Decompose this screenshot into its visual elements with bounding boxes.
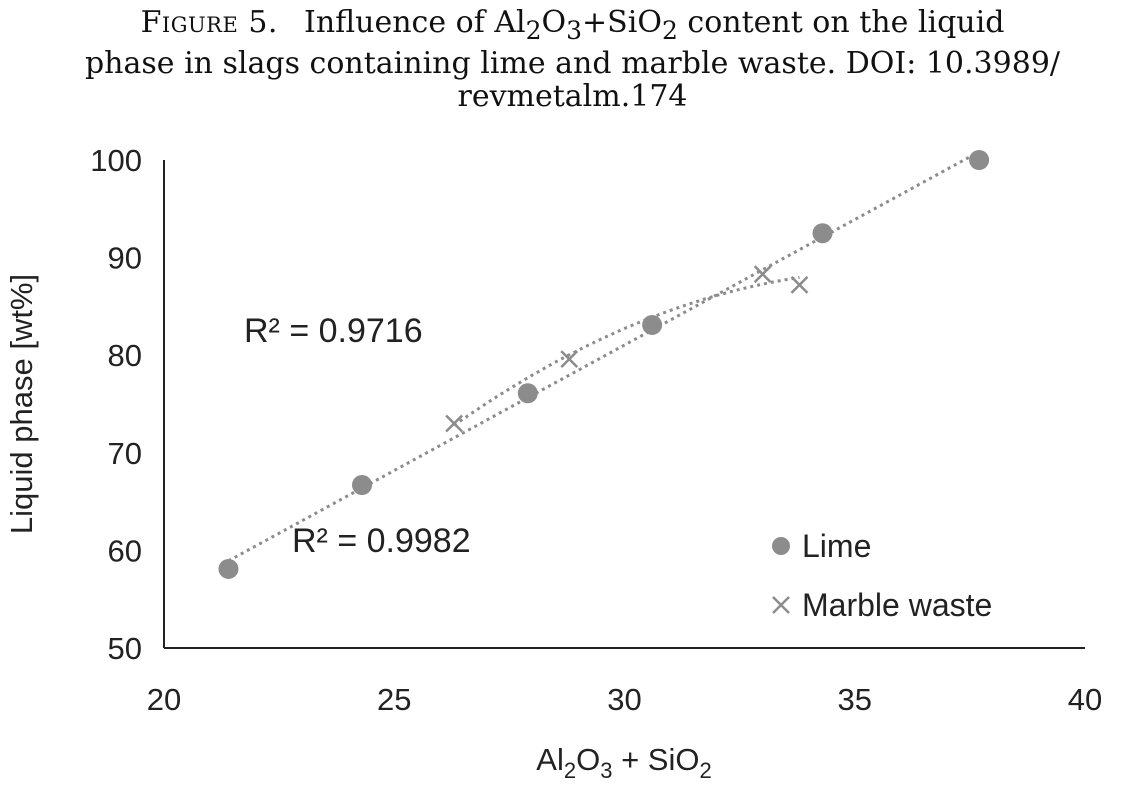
- x-tick-labels: 20 25 30 35 40: [147, 682, 1102, 717]
- marble-waste-point: [445, 414, 463, 433]
- y-axis-label: Liquid phase [wt%]: [4, 274, 39, 534]
- caption-line-2: phase in slags containing lime and marbl…: [84, 46, 1061, 81]
- legend-lime-label: Lime: [802, 528, 871, 564]
- figure-label: Figure 5.: [140, 5, 278, 40]
- x-tick-label: 25: [377, 682, 411, 717]
- figure-caption: Figure 5. Influence of Al2O3+SiO2 content…: [0, 6, 1145, 113]
- y-tick-labels: 50 60 70 80 90 100: [90, 143, 142, 666]
- trendline-marble-waste: [453, 276, 800, 427]
- marble-waste-point: [790, 276, 809, 294]
- x-tick-label: 40: [1068, 682, 1102, 717]
- axes: [163, 160, 1085, 649]
- lime-point: [517, 383, 538, 404]
- lime-point: [969, 150, 990, 170]
- y-tick-label: 90: [108, 241, 142, 276]
- r2-label-lime: R² = 0.9982: [292, 522, 471, 560]
- caption-text-pre: Influence of: [303, 5, 485, 40]
- caption-oxide-formula: Al2O3+SiO2: [494, 5, 678, 45]
- y-tick-label: 80: [108, 338, 142, 373]
- x-tick-label: 35: [838, 682, 872, 717]
- y-tick-label: 50: [108, 631, 142, 666]
- legend: Lime Marble waste: [772, 528, 992, 623]
- lime-point: [642, 314, 663, 335]
- legend-lime-marker: [772, 537, 790, 555]
- x-tick-label: 20: [147, 682, 181, 717]
- caption-text-post: content on the liquid: [687, 5, 1005, 40]
- trendlines: [227, 150, 980, 563]
- y-tick-label: 100: [90, 143, 142, 178]
- lime-point: [352, 475, 373, 496]
- lime-point: [218, 558, 239, 579]
- r2-label-marble: R² = 0.9716: [244, 312, 423, 350]
- lime-point: [812, 223, 833, 244]
- legend-marble-label: Marble waste: [802, 587, 992, 623]
- trendline-lime: [227, 150, 980, 563]
- x-tick-label: 30: [607, 682, 641, 717]
- caption-line-3: revmetalm.174: [457, 79, 688, 114]
- legend-marble-marker: [772, 596, 790, 614]
- y-tick-label: 70: [108, 436, 142, 471]
- y-tick-label: 60: [108, 533, 142, 568]
- marble-waste-point: [753, 265, 772, 284]
- marble-waste-point: [560, 350, 579, 368]
- data-points: [218, 150, 990, 579]
- caption-line-1: Figure 5. Influence of Al2O3+SiO2 content…: [0, 6, 1145, 47]
- x-axis-label: Al2O3 + SiO2: [536, 742, 711, 783]
